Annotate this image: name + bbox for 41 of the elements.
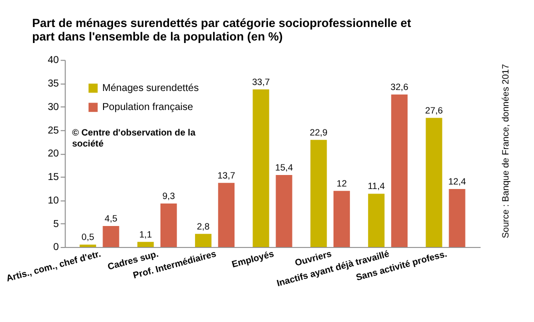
data-label: 33,7	[252, 76, 270, 87]
data-label: 12,4	[448, 176, 466, 186]
data-label: 2,8	[196, 221, 210, 232]
y-tick-label: 15	[48, 172, 60, 184]
bar	[195, 234, 212, 248]
data-label: 0,5	[82, 232, 94, 242]
data-label: 1,1	[139, 229, 152, 240]
data-label: 27,6	[425, 105, 443, 116]
legend-label: Ménages surendettés	[102, 82, 199, 94]
bar	[80, 244, 96, 248]
data-label: 12	[336, 178, 347, 188]
bar	[426, 118, 442, 248]
data-label: 4,5	[104, 213, 118, 224]
data-label: 13,7	[217, 170, 236, 180]
bar	[448, 189, 466, 248]
y-tick-label: 10	[48, 195, 60, 206]
y-tick-label: 25	[48, 125, 60, 136]
bar	[391, 94, 408, 248]
bar	[160, 204, 177, 248]
data-label: 9,3	[162, 190, 175, 201]
data-label: 22,9	[310, 127, 328, 138]
y-tick-label: 35	[48, 78, 60, 90]
bar	[102, 226, 120, 248]
data-label: 15,4	[275, 162, 293, 172]
data-label: 11,4	[368, 181, 385, 192]
bar	[137, 242, 154, 248]
bar	[252, 89, 270, 248]
y-tick-label: 40	[48, 55, 60, 66]
y-tick-label: 30	[48, 102, 60, 113]
bar	[310, 140, 327, 248]
legend-label: Population française	[102, 102, 194, 114]
data-label: 32,6	[390, 82, 408, 92]
annotation: © Centre d'observation de la société	[72, 128, 196, 149]
bar	[276, 174, 292, 248]
bar	[218, 182, 235, 248]
y-tick-label: 20	[48, 148, 60, 160]
source-note: Source : Banque de France, données 2017	[500, 64, 510, 238]
y-tick-label: 5	[53, 218, 60, 230]
bar	[333, 190, 350, 248]
bar	[368, 194, 385, 248]
chart-title: Part de ménages surendettés par catégorie socioprofessionnelle et part dans l'ensemble de la population (en %)	[32, 16, 412, 44]
